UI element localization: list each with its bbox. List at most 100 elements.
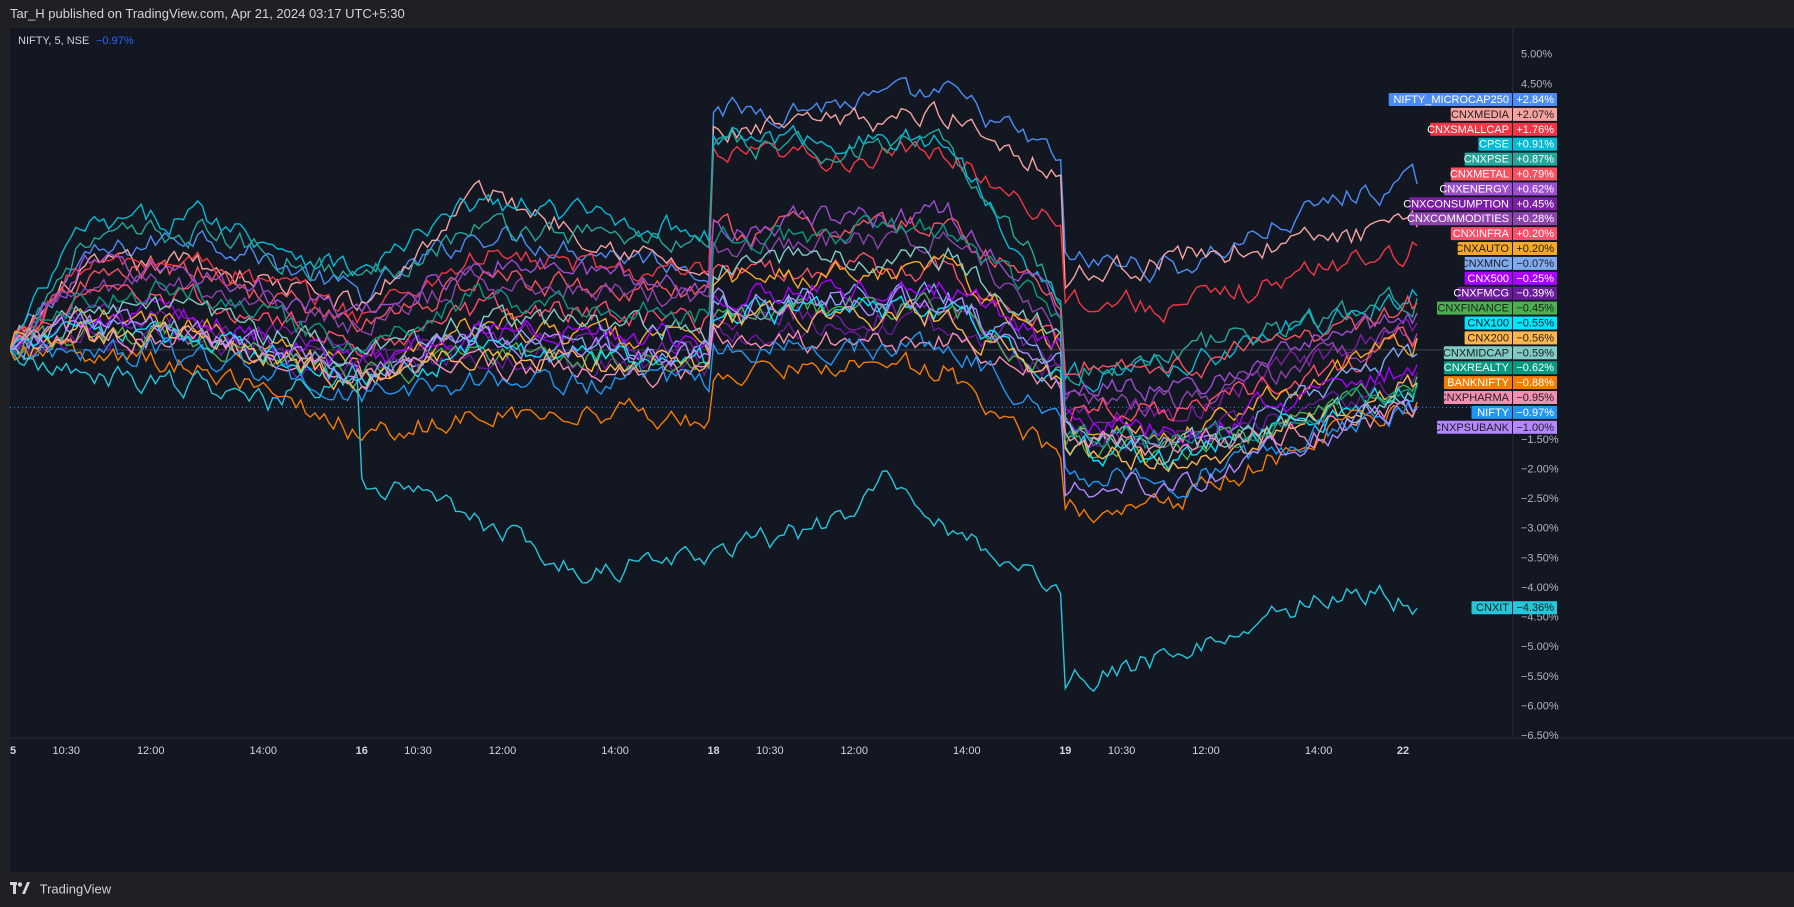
label-layer: NIFTY_MICROCAP250 +2.84%CNXMEDIA +2.07%CNX…	[1388, 93, 1557, 615]
series-name-badge	[1457, 242, 1512, 255]
series-name-badge	[1464, 256, 1512, 270]
series-line-cnx200[interactable]	[10, 298, 1418, 473]
series-label-cnxmetal: CNXMETAL +0.79%	[1450, 167, 1557, 181]
series-name-text: CNX200	[1467, 332, 1509, 344]
series-value-badge	[1513, 286, 1557, 300]
series-name-text: CNXMIDCAP	[1443, 347, 1509, 359]
series-line-banknifty[interactable]	[10, 337, 1418, 524]
chart-area[interactable]: 5.50% 5.00% 4.50% −1.50% −2.00% −2.50% −3.00% −…	[10, 28, 1794, 872]
x-tick-label: 18	[707, 745, 719, 757]
series-value-text: −0.97%	[1516, 407, 1554, 419]
series-name-badge	[1450, 107, 1512, 121]
series-label-cnxenergy: CNXENERGY +0.62%	[1439, 182, 1557, 196]
x-tick-label: 14:00	[250, 745, 278, 757]
series-value-text: −0.25%	[1516, 273, 1554, 285]
series-line-nifty_microcap250[interactable]	[10, 76, 1418, 351]
series-name-text: CNXFMCG	[1453, 288, 1509, 300]
series-label-cnxconsumption: CNXCONSUMPTION +0.45%	[1403, 197, 1557, 211]
series-value-badge	[1513, 182, 1557, 196]
series-name-badge	[1443, 391, 1512, 404]
y-tick-label: −1.50%	[1521, 434, 1559, 446]
publish-line: Tar_H published on TradingView.com, Apr …	[10, 6, 405, 21]
x-tick-label: 22	[1397, 745, 1409, 757]
series-line-cnxpse[interactable]	[10, 128, 1418, 387]
series-name-text: CNXMEDIA	[1451, 109, 1510, 121]
series-value-badge	[1513, 331, 1557, 345]
series-name-text: CNXPHARMA	[1439, 392, 1510, 404]
series-value-badge	[1513, 361, 1557, 375]
series-line-cnxpsubank[interactable]	[10, 285, 1418, 499]
series-name-badge	[1409, 197, 1512, 211]
series-line-cnx100[interactable]	[10, 295, 1418, 471]
series-name-badge	[1443, 182, 1512, 196]
series-value-badge	[1513, 271, 1557, 285]
series-name-badge	[1464, 152, 1512, 166]
series-label-banknifty: BANKNIFTY −0.88%	[1443, 376, 1557, 390]
series-label-nifty_microcap250: NIFTY_MICROCAP250 +2.84%	[1388, 93, 1557, 106]
legend-change: −0.97%	[96, 35, 134, 47]
series-value-badge	[1513, 242, 1557, 255]
comparison-chart[interactable]: 5.50% 5.00% 4.50% −1.50% −2.00% −2.50% −3.00% −…	[10, 28, 1794, 872]
series-name-badge	[1443, 361, 1512, 375]
series-value-text: −0.95%	[1516, 392, 1554, 404]
x-tick-label: 14:00	[953, 745, 981, 757]
series-line-cnxenergy[interactable]	[10, 199, 1418, 403]
series-value-text: +1.76%	[1516, 124, 1554, 136]
series-line-cnxmidcap[interactable]	[10, 245, 1418, 465]
tradingview-logo-icon[interactable]	[10, 873, 30, 907]
series-value-badge	[1513, 301, 1557, 315]
series-line-cnxmedia[interactable]	[10, 100, 1418, 351]
series-value-text: −0.39%	[1516, 288, 1554, 300]
series-label-cnxfmcg: CNXFMCG −0.39%	[1453, 286, 1557, 300]
x-tick-label: 14:00	[1305, 745, 1333, 757]
series-label-cnxinfra: CNXINFRA +0.20%	[1450, 227, 1557, 241]
series-line-cnxcommodities[interactable]	[10, 225, 1418, 418]
y-tick-label: 5.00%	[1521, 49, 1552, 61]
series-value-badge	[1513, 346, 1557, 360]
series-name-text: BANKNIFTY	[1447, 377, 1509, 389]
series-name-badge	[1437, 420, 1512, 434]
series-label-cnx200: CNX200 −0.56%	[1464, 331, 1557, 345]
series-value-badge	[1513, 376, 1557, 390]
series-line-cpse[interactable]	[10, 124, 1418, 393]
series-label-cnxit: CNXIT −4.36%	[1471, 601, 1557, 615]
y-tick-label: −3.00%	[1521, 523, 1559, 535]
x-tick-label: 16	[356, 745, 368, 757]
series-line-cnxit[interactable]	[10, 349, 1418, 693]
x-tick-label: 12:00	[1192, 745, 1220, 757]
x-tick-label: 10:30	[404, 745, 432, 757]
brand-name[interactable]: TradingView	[39, 881, 112, 897]
y-tick-label: 4.50%	[1521, 78, 1552, 90]
x-tick-label: 10:30	[756, 745, 784, 757]
series-line-cnxinfra[interactable]	[10, 251, 1418, 425]
series-value-text: +0.20%	[1516, 243, 1554, 255]
series-name-text: CNXMNC	[1461, 258, 1509, 270]
series-value-badge	[1513, 601, 1557, 615]
series-label-cnx500: CNX500 −0.25%	[1464, 271, 1557, 285]
y-tick-label: −2.00%	[1521, 463, 1559, 475]
series-name-badge	[1471, 601, 1512, 615]
y-tick-label: −5.50%	[1521, 671, 1559, 683]
series-label-cnxpsubank: CNXPSUBANK −1.00%	[1433, 420, 1557, 434]
series-value-badge	[1513, 391, 1557, 404]
series-value-badge	[1513, 316, 1557, 330]
y-tick-label: −5.00%	[1521, 641, 1559, 653]
series-line-nifty[interactable]	[10, 330, 1418, 499]
series-value-text: +0.20%	[1516, 228, 1554, 240]
y-tick-label: −6.00%	[1521, 700, 1559, 712]
series-label-cpse: CPSE +0.91%	[1478, 137, 1557, 151]
series-name-text: CNXIT	[1476, 602, 1509, 614]
x-tick-label: 12:00	[137, 745, 165, 757]
series-value-text: −0.07%	[1516, 258, 1554, 270]
series-value-badge	[1513, 122, 1557, 136]
legend-symbol[interactable]: NIFTY, 5, NSE	[18, 35, 89, 47]
series-value-badge	[1513, 256, 1557, 270]
series-value-text: −1.00%	[1516, 422, 1554, 434]
series-name-badge	[1450, 227, 1512, 241]
x-tick-label: 15	[10, 745, 16, 757]
series-line-cnxrealty[interactable]	[10, 215, 1418, 450]
series-line-cnxpharma[interactable]	[10, 319, 1418, 457]
x-tick-label: 19	[1059, 745, 1071, 757]
series-value-text: −0.59%	[1516, 347, 1554, 359]
y-tick-label: −2.50%	[1521, 493, 1559, 505]
